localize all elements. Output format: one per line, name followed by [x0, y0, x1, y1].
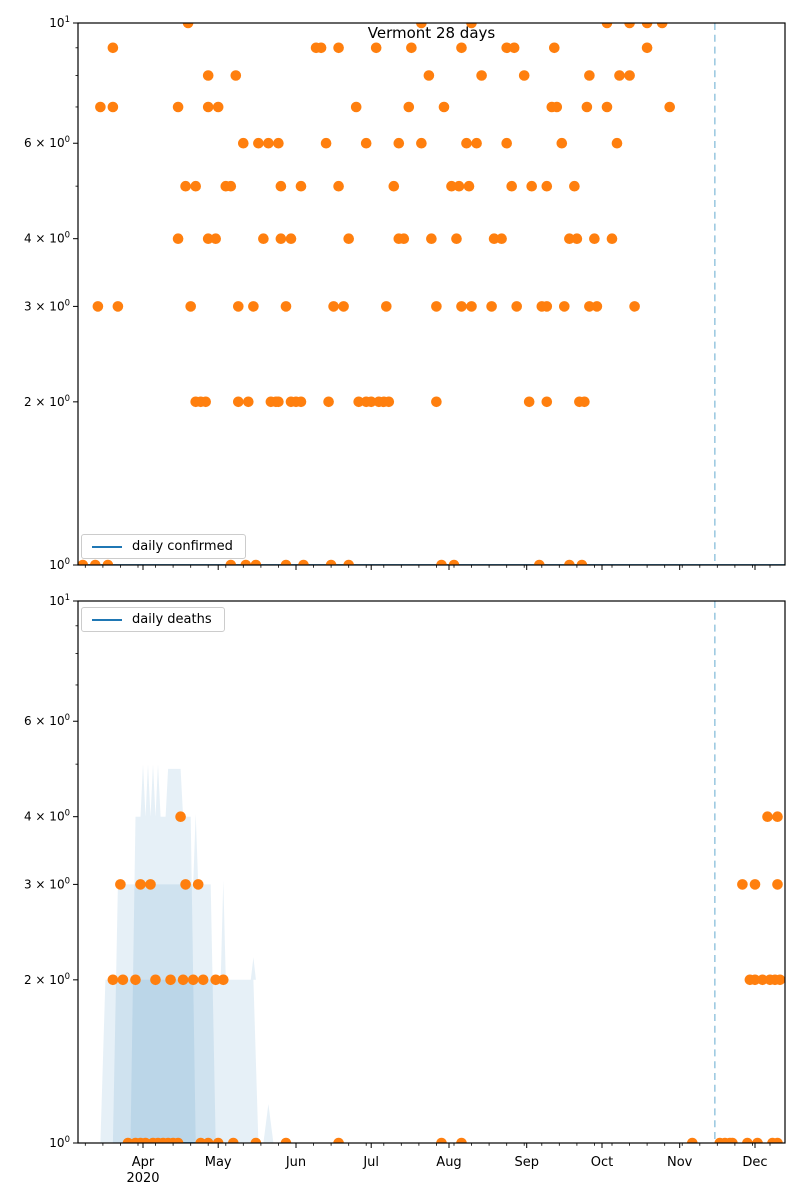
legend-daily-deaths: daily deaths — [81, 607, 225, 632]
svg-text:4 × 100: 4 × 100 — [24, 231, 70, 246]
svg-text:Aug: Aug — [436, 1155, 461, 1170]
scatter-points — [107, 811, 785, 1143]
axes-spines — [77, 22, 786, 566]
svg-text:100: 100 — [49, 557, 70, 572]
legend-daily-confirmed: daily confirmed — [81, 534, 246, 559]
svg-text:3 × 100: 3 × 100 — [24, 298, 70, 313]
svg-text:Oct: Oct — [591, 1155, 613, 1170]
svg-text:6 × 100: 6 × 100 — [24, 135, 70, 150]
forecast-bands — [100, 764, 274, 1143]
svg-text:Jun: Jun — [285, 1155, 306, 1170]
chart-title: Vermont 28 days — [367, 24, 496, 42]
x-axis-ticks: Apr May Jun Jul Aug Sep Oct Nov Dec — [84, 1143, 771, 1170]
x-axis-ticks — [84, 565, 771, 570]
svg-text:6 × 100: 6 × 100 — [24, 713, 70, 728]
svg-text:May: May — [205, 1155, 232, 1170]
svg-text:101: 101 — [49, 593, 70, 608]
y-axis-ticks: 101 6 × 100 4 × 100 3 × 100 2 × 100 100 — [24, 15, 78, 572]
svg-text:Sep: Sep — [514, 1155, 539, 1170]
y-axis-ticks: 101 6 × 100 4 × 100 3 × 100 2 × 100 100 — [24, 593, 78, 1150]
legend-line-sample-icon — [92, 545, 122, 548]
axes-spines — [77, 600, 786, 1144]
svg-text:3 × 100: 3 × 100 — [24, 876, 70, 891]
x-axis-year-label: 2020 — [126, 1171, 160, 1186]
svg-text:Dec: Dec — [742, 1155, 767, 1170]
svg-text:Nov: Nov — [667, 1155, 693, 1170]
legend-label: daily confirmed — [132, 539, 233, 554]
svg-text:Jul: Jul — [362, 1155, 379, 1170]
svg-text:101: 101 — [49, 15, 70, 30]
legend-label: daily deaths — [132, 612, 212, 627]
svg-text:2 × 100: 2 × 100 — [24, 394, 70, 409]
svg-text:100: 100 — [49, 1135, 70, 1150]
legend-line-sample-icon — [92, 618, 122, 621]
svg-text:2 × 100: 2 × 100 — [24, 972, 70, 987]
svg-text:Apr: Apr — [132, 1155, 155, 1170]
svg-text:4 × 100: 4 × 100 — [24, 809, 70, 824]
scatter-points — [78, 23, 675, 565]
